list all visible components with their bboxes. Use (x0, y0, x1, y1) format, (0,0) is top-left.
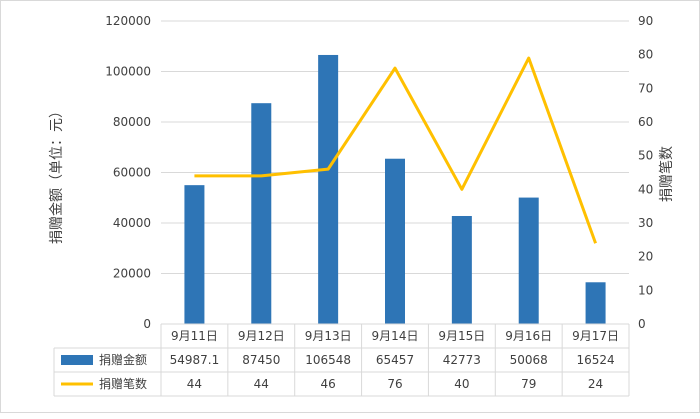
x-tick-label: 9月15日 (438, 329, 485, 343)
y2-tick-label: 40 (638, 182, 653, 196)
y-tick-label: 40000 (113, 216, 151, 230)
y-axis-title: 捐赠金额（单位：元） (49, 104, 65, 244)
y-tick-label: 20000 (113, 267, 151, 281)
data-label: 79 (521, 377, 536, 391)
x-tick-label: 9月12日 (238, 329, 285, 343)
y2-tick-label: 30 (638, 216, 653, 230)
y2-tick-label: 20 (638, 250, 653, 264)
legend-label: 捐赠笔数 (99, 376, 147, 391)
y-tick-label: 60000 (113, 166, 151, 180)
data-label: 16524 (576, 353, 614, 367)
data-label: 42773 (443, 353, 481, 367)
data-label: 50068 (510, 353, 548, 367)
bar (518, 197, 539, 324)
bar (385, 158, 405, 324)
y2-tick-label: 80 (638, 48, 653, 62)
x-tick-label: 9月11日 (171, 329, 218, 343)
x-tick-label: 9月14日 (372, 329, 419, 343)
y-tick-label: 80000 (113, 115, 151, 129)
y2-tick-label: 50 (638, 149, 653, 163)
y2-tick-label: 10 (638, 283, 653, 297)
legend-swatch-bar (61, 355, 93, 365)
y2-tick-label: 0 (638, 317, 646, 331)
y-tick-label: 120000 (105, 14, 151, 28)
x-tick-label: 9月17日 (572, 329, 619, 343)
data-label: 46 (321, 377, 336, 391)
data-label: 24 (588, 377, 603, 391)
y2-tick-label: 90 (638, 14, 653, 28)
legend-label: 捐赠金额 (99, 352, 147, 367)
bar (451, 215, 472, 324)
y-tick-label: 0 (143, 317, 151, 331)
data-label: 76 (387, 377, 402, 391)
y2-axis-title: 捐赠笔数 (659, 146, 675, 202)
y-tick-label: 100000 (105, 65, 151, 79)
data-label: 54987.1 (170, 353, 220, 367)
data-label: 44 (187, 377, 202, 391)
bar (251, 103, 272, 324)
bar (585, 282, 606, 324)
y2-tick-label: 70 (638, 81, 653, 95)
line-series-path (194, 56, 597, 244)
left-axis-ticks: 0 20000 40000 60000 80000 100000 120000 (105, 14, 151, 331)
bar-series (184, 54, 606, 324)
data-label: 87450 (242, 353, 280, 367)
bar (184, 185, 205, 324)
right-axis-ticks: 0 10 20 30 40 50 60 70 80 90 (638, 14, 653, 331)
x-tick-label: 9月16日 (505, 329, 552, 343)
data-label: 44 (254, 377, 269, 391)
y2-tick-label: 60 (638, 115, 653, 129)
bar (318, 54, 339, 324)
x-tick-label: 9月13日 (305, 329, 352, 343)
data-label: 106548 (305, 353, 351, 367)
data-label: 40 (454, 377, 469, 391)
data-label: 65457 (376, 353, 414, 367)
